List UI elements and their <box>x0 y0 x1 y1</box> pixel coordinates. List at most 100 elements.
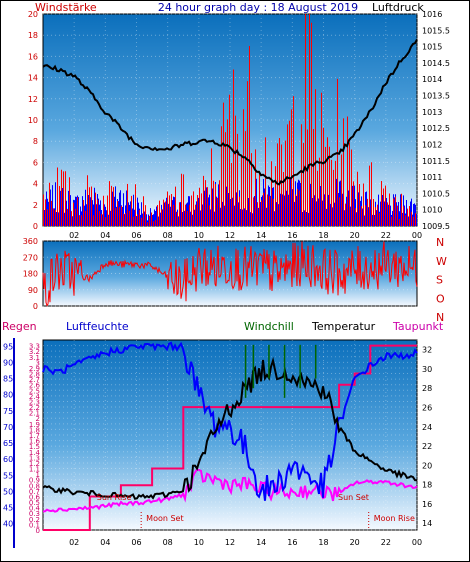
right-tick-label: 1016 <box>422 10 442 19</box>
left-tick-label: 6 <box>33 158 38 167</box>
right-tick-label: 1013 <box>422 108 442 117</box>
marker-label-moon-rise: Moon Rise <box>374 514 415 523</box>
x-tick-label: 00 <box>412 231 422 240</box>
x-tick-label: 08 <box>163 538 173 547</box>
humidity-tick-label: 45 <box>3 503 13 512</box>
humidity-line <box>42 341 418 501</box>
direction-tick-label: 180 <box>23 270 38 279</box>
temperature-tick-label: 16 <box>422 500 432 509</box>
wind-direction-line <box>42 241 418 307</box>
panel1-left-axis: 0 2 4 6 8 10 12 14 16 18 20 <box>28 10 38 231</box>
left-tick-label: 12 <box>28 95 38 104</box>
left-tick-label: 0 <box>33 222 38 231</box>
marker-label-sun-rise: Sun Rise <box>97 493 132 502</box>
rain-tick-label: 2.7 <box>29 376 40 384</box>
compass-label: N <box>436 236 444 249</box>
rain-tick-label: 3.2 <box>29 348 40 356</box>
panel1-series <box>42 14 418 226</box>
rain-tick-label: 0.7 <box>29 488 40 496</box>
x-tick-label: 20 <box>350 538 360 547</box>
marker-label-sun-set: Sun Set <box>338 493 369 502</box>
direction-tick-label: 270 <box>23 253 38 262</box>
rain-tick-label: 0.6 <box>29 493 41 501</box>
temperature-tick-label: 22 <box>422 442 432 451</box>
x-tick-label: 18 <box>318 538 328 547</box>
x-tick-label: 04 <box>100 538 110 547</box>
header-windstaerke: Windstärke <box>35 1 97 14</box>
humidity-tick-label: 80 <box>3 391 13 400</box>
rain-tick-label: 1.4 <box>29 449 41 457</box>
x-tick-label: 22 <box>381 538 391 547</box>
compass-label: W <box>436 255 447 268</box>
x-tick-label: 04 <box>100 231 110 240</box>
left-tick-label: 16 <box>28 52 38 61</box>
x-tick-label: 06 <box>131 538 141 547</box>
rain-tick-label: 2.9 <box>29 365 40 373</box>
temperature-tick-label: 24 <box>422 423 432 432</box>
right-tick-label: 1014 <box>422 75 442 84</box>
temperature-tick-label: 14 <box>422 519 432 528</box>
right-tick-label: 1014.5 <box>422 59 450 68</box>
rain-tick-label: 3 <box>36 359 40 367</box>
label-windchill: Windchill <box>244 320 294 333</box>
right-tick-label: 1015.5 <box>422 26 450 35</box>
humidity-tick-label: 95 <box>3 342 13 351</box>
x-tick-label: 14 <box>256 538 266 547</box>
rain-tick-label: 1.9 <box>29 421 40 429</box>
temperature-tick-label: 30 <box>422 365 432 374</box>
right-tick-label: 1013.5 <box>422 92 450 101</box>
right-tick-label: 1010.5 <box>422 189 450 198</box>
panel-temp-humidity <box>42 339 418 531</box>
rain-tick-label: 0.2 <box>29 516 40 524</box>
rain-tick-label: 2.2 <box>29 404 40 412</box>
panel3-rain-axis: 00.10.20.30.40.50.60.70.80.911.11.21.31.… <box>29 343 41 535</box>
header-title: 24 hour graph day : 18 August 2019 <box>158 1 358 14</box>
right-tick-label: 1011 <box>422 173 442 182</box>
label-taupunkt: Taupunkt <box>392 320 444 333</box>
rain-tick-label: 0.5 <box>29 499 40 507</box>
direction-tick-label: 0 <box>33 302 38 311</box>
compass-label: O <box>436 292 445 305</box>
x-tick-label: 10 <box>194 538 204 547</box>
rain-tick-label: 2.3 <box>29 398 40 406</box>
humidity-tick-label: 70 <box>3 423 13 432</box>
right-tick-label: 1011.5 <box>422 157 450 166</box>
humidity-tick-label: 40 <box>3 520 13 529</box>
rain-tick-label: 1.7 <box>29 432 40 440</box>
humidity-tick-label: 50 <box>3 487 13 496</box>
pressure-line <box>42 39 418 186</box>
humidity-tick-label: 85 <box>3 375 13 384</box>
header-luftdruck: Luftdruck <box>372 1 424 14</box>
right-tick-label: 1012 <box>422 140 442 149</box>
left-tick-label: 4 <box>33 180 38 189</box>
x-tick-label: 10 <box>194 231 204 240</box>
humidity-tick-label: 75 <box>3 407 13 416</box>
rain-tick-label: 2.4 <box>29 393 41 401</box>
label-regen: Regen <box>2 320 37 333</box>
rain-tick-label: 1.3 <box>29 454 40 462</box>
x-tick-label: 08 <box>163 231 173 240</box>
humidity-tick-label: 55 <box>3 471 13 480</box>
left-tick-label: 18 <box>28 31 38 40</box>
rain-tick-label: 2.5 <box>29 387 40 395</box>
panel3-humidity-axis: 40 45 50 55 60 65 70 75 80 85 90 95 <box>3 342 13 528</box>
right-tick-label: 1015 <box>422 43 442 52</box>
x-tick-label: 16 <box>287 538 297 547</box>
temperature-tick-label: 32 <box>422 346 432 355</box>
right-tick-label: 1009.5 <box>422 222 450 231</box>
rain-tick-label: 1.8 <box>29 426 40 434</box>
panel1-right-axis: 1009.5 1010 1010.5 1011 1011.5 1012 1012.5 1013… <box>422 10 450 231</box>
rain-tick-label: 0.3 <box>29 510 40 518</box>
x-tick-label: 12 <box>225 538 235 547</box>
left-tick-label: 14 <box>28 74 38 83</box>
x-tick-label: 02 <box>69 231 79 240</box>
rain-tick-label: 0.8 <box>29 482 40 490</box>
rain-tick-label: 2 <box>36 415 40 423</box>
x-tick-label: 18 <box>318 231 328 240</box>
compass-label: N <box>436 311 444 324</box>
panel2-series <box>42 241 418 307</box>
direction-tick-label: 90 <box>28 286 38 295</box>
rain-tick-label: 3.3 <box>29 343 40 351</box>
